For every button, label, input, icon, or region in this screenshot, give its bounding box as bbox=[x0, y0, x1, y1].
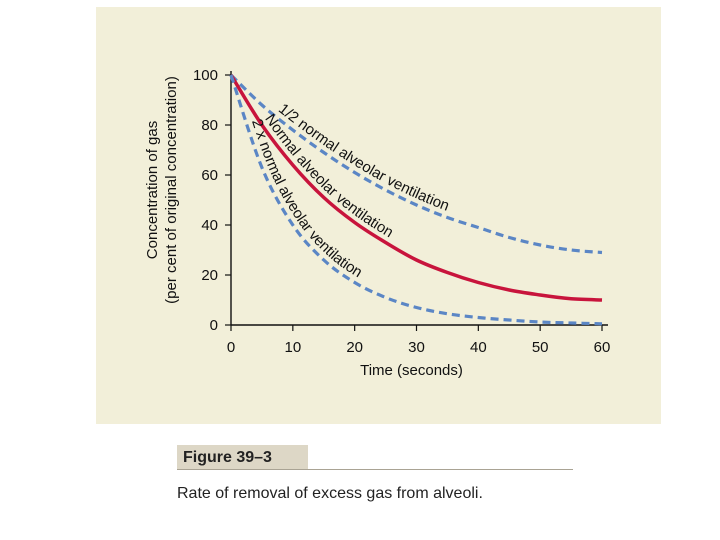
series-line-double-ventilation bbox=[229, 74, 603, 326]
x-tick-label: 30 bbox=[408, 339, 425, 356]
figure-divider bbox=[177, 469, 573, 470]
series-line-normal-ventilation bbox=[229, 74, 603, 302]
x-tick-label: 0 bbox=[227, 339, 235, 356]
x-tick-label: 10 bbox=[284, 339, 301, 356]
line-chart: 0 20 40 60 80 100 0 10 20 30 40 50 60 Time (seconds) C… bbox=[144, 67, 611, 379]
y-tick-label: 80 bbox=[201, 117, 218, 134]
x-tick-label: 60 bbox=[594, 339, 611, 356]
x-tick-label: 50 bbox=[532, 339, 549, 356]
figure-panel: 0 20 40 60 80 100 0 10 20 30 40 50 60 Time (seconds) C… bbox=[96, 7, 661, 424]
x-tick-label: 20 bbox=[346, 339, 363, 356]
y-tick-label: 20 bbox=[201, 267, 218, 284]
y-axis-title: Concentration of gas bbox=[144, 121, 161, 259]
figure-label: Figure 39–3 bbox=[177, 445, 308, 470]
figure-label-text: Figure 39–3 bbox=[183, 448, 272, 466]
series-line-half-ventilation bbox=[229, 73, 603, 255]
figure-caption: Rate of removal of excess gas from alveo… bbox=[177, 485, 483, 502]
y-tick-label: 100 bbox=[193, 67, 218, 84]
y-tick-label: 0 bbox=[210, 317, 218, 334]
y-axis-subtitle: (per cent of original concentration) bbox=[163, 76, 180, 304]
x-axis-title: Time (seconds) bbox=[360, 362, 463, 379]
y-tick-label: 60 bbox=[201, 167, 218, 184]
y-tick-label: 40 bbox=[201, 217, 218, 234]
x-tick-label: 40 bbox=[470, 339, 487, 356]
